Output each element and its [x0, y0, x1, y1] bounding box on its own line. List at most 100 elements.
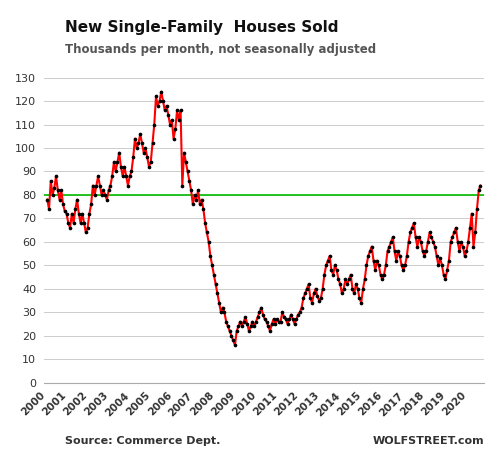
Point [398, 262, 406, 269]
Point [57, 187, 65, 194]
Point [217, 308, 225, 316]
Point [340, 285, 348, 292]
Point [215, 299, 223, 307]
Point [410, 220, 418, 227]
Point [150, 121, 158, 128]
Point [98, 191, 106, 198]
Point [250, 323, 258, 330]
Point [297, 304, 305, 311]
Point [327, 267, 335, 274]
Point [380, 271, 388, 278]
Point [182, 158, 190, 166]
Point [296, 308, 304, 316]
Point [412, 234, 420, 241]
Point [117, 163, 125, 170]
Point [280, 313, 288, 321]
Point [254, 313, 262, 321]
Point [361, 276, 369, 283]
Point [43, 196, 51, 203]
Point [334, 276, 342, 283]
Point [78, 210, 86, 217]
Point [422, 248, 430, 255]
Point [262, 318, 270, 325]
Point [357, 299, 365, 307]
Point [214, 290, 222, 297]
Point [127, 168, 135, 175]
Point [322, 262, 330, 269]
Point [371, 267, 379, 274]
Point [413, 243, 421, 250]
Point [171, 126, 179, 133]
Point [292, 316, 300, 323]
Point [159, 97, 167, 105]
Text: Thousands per month, not seasonally adjusted: Thousands per month, not seasonally adju… [65, 43, 376, 56]
Point [457, 238, 465, 245]
Point [178, 182, 186, 189]
Point [59, 201, 67, 208]
Point [315, 297, 323, 304]
Point [336, 281, 344, 288]
Point [429, 238, 437, 245]
Point [366, 248, 374, 255]
Point [219, 304, 227, 311]
Point [94, 173, 102, 180]
Point [424, 238, 432, 245]
Point [252, 318, 260, 325]
Point [198, 196, 206, 203]
Point [405, 238, 413, 245]
Point [236, 318, 244, 325]
Point [408, 224, 416, 231]
Point [352, 281, 360, 288]
Point [406, 229, 414, 236]
Point [477, 182, 485, 189]
Point [210, 271, 218, 278]
Point [312, 285, 320, 292]
Point [294, 311, 302, 318]
Point [163, 102, 171, 110]
Point [180, 149, 188, 156]
Point [426, 229, 434, 236]
Point [396, 253, 404, 260]
Point [264, 323, 272, 330]
Point [417, 238, 425, 245]
Point [377, 271, 385, 278]
Point [391, 248, 399, 255]
Point [140, 149, 148, 156]
Point [170, 135, 178, 142]
Point [73, 196, 81, 203]
Point [257, 304, 265, 311]
Point [473, 205, 481, 212]
Point [301, 290, 309, 297]
Point [203, 229, 211, 236]
Point [120, 163, 128, 170]
Point [266, 327, 274, 335]
Point [362, 262, 370, 269]
Point [96, 182, 104, 189]
Point [415, 234, 423, 241]
Point [373, 257, 381, 264]
Point [55, 196, 63, 203]
Point [348, 285, 356, 292]
Point [175, 116, 183, 124]
Point [470, 243, 478, 250]
Point [106, 182, 114, 189]
Point [438, 262, 446, 269]
Point [370, 257, 378, 264]
Point [242, 313, 250, 321]
Point [191, 191, 199, 198]
Point [354, 285, 362, 292]
Point [345, 276, 353, 283]
Point [355, 295, 363, 302]
Point [347, 271, 355, 278]
Point [287, 311, 295, 318]
Point [389, 234, 397, 241]
Point [471, 229, 479, 236]
Point [226, 327, 234, 335]
Point [168, 116, 176, 124]
Point [184, 168, 192, 175]
Point [212, 281, 220, 288]
Point [306, 295, 314, 302]
Point [368, 243, 376, 250]
Point [143, 154, 151, 161]
Point [129, 154, 137, 161]
